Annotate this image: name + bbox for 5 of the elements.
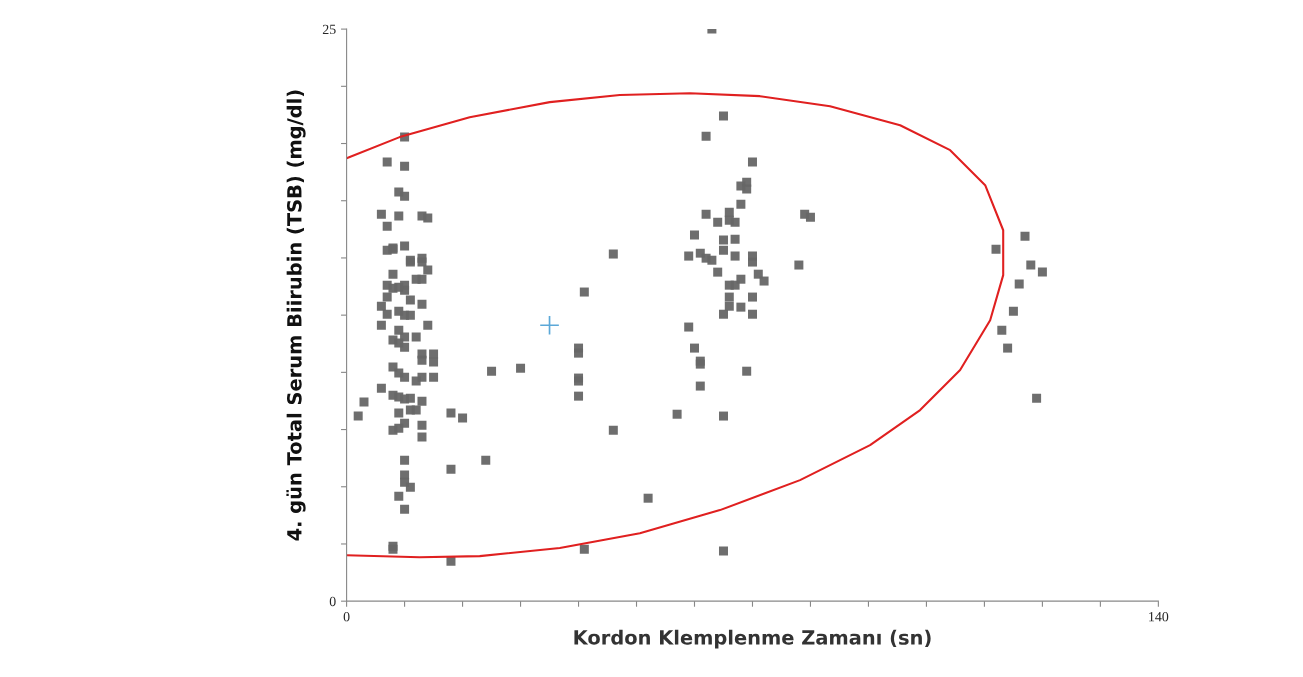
line-series bbox=[346, 92, 1005, 559]
x-axis-title: Kordon Klemplenme Zamanı (sn) bbox=[574, 629, 931, 649]
y-axis-title: 4. gün Total Serum Biirubin (TSB) (mg/dl) bbox=[286, 90, 306, 541]
x-tick-label: 140 bbox=[1149, 611, 1169, 622]
y-tick-label: 25 bbox=[322, 24, 336, 35]
